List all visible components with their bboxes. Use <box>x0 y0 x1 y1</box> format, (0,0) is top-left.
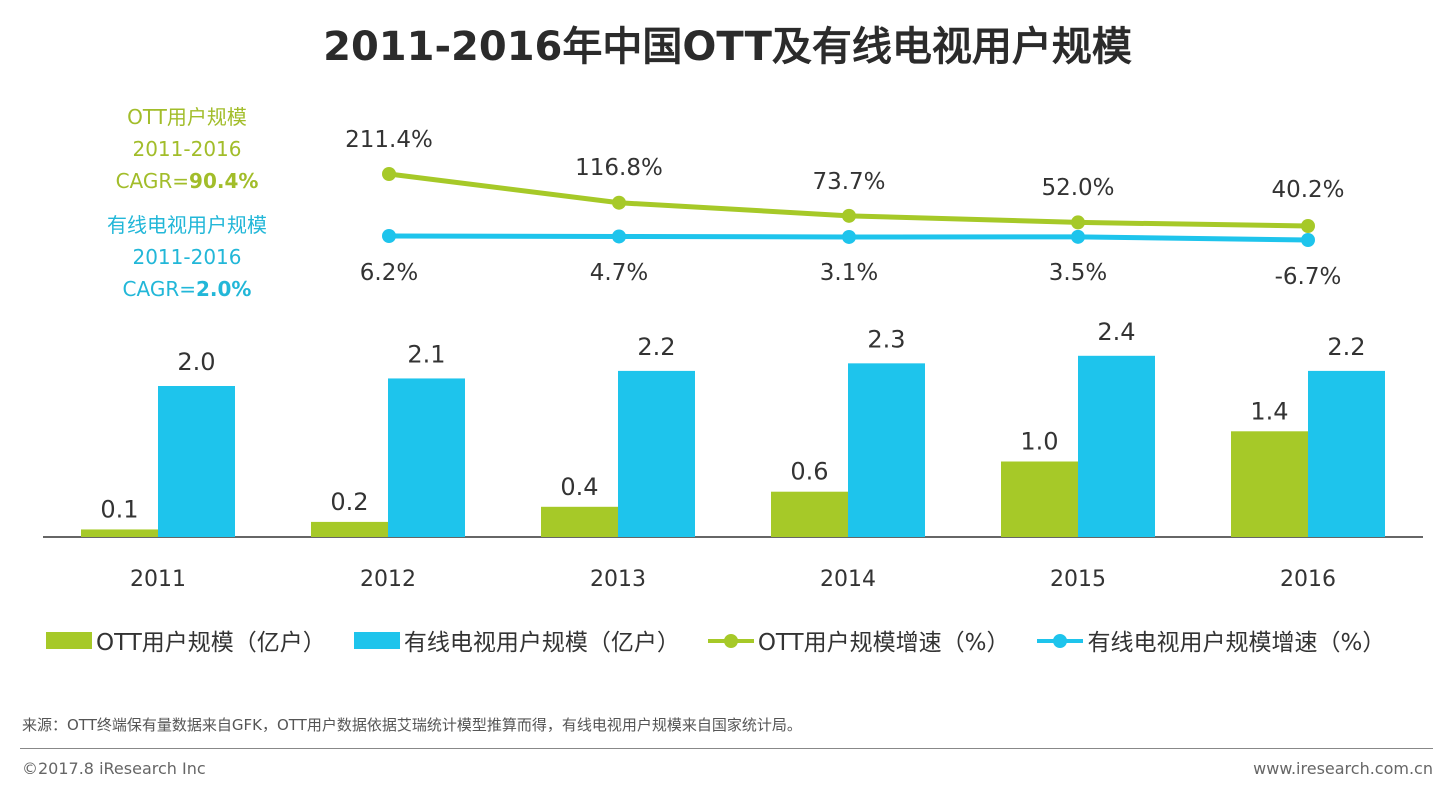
legend-cable-line: 有线电视用户规模增速（%） <box>1037 623 1385 657</box>
legend: OTT用户规模（亿户） 有线电视用户规模（亿户） OTT用户规模增速（%） 有线… <box>46 622 1413 658</box>
cagr-ott-period: 2011-2016 <box>132 137 242 161</box>
cagr-ott: OTT用户规模 2011-2016 CAGR=90.4% <box>72 101 302 197</box>
x-tick-label-2013: 2013 <box>590 567 646 592</box>
label-cable-growth-2014: 3.1% <box>820 260 878 286</box>
bar-ott-label-2014: 0.6 <box>790 458 828 486</box>
legend-ott-bar: OTT用户规模（亿户） <box>46 623 326 657</box>
label-cable-growth-2012: 6.2% <box>360 260 418 286</box>
label-ott-growth-2013: 116.8% <box>575 155 663 181</box>
cagr-cable-rate: CAGR=2.0% <box>122 277 252 301</box>
bar-ott-label-2015: 1.0 <box>1020 428 1058 456</box>
footer-divider <box>20 748 1433 749</box>
point-ott-growth-2015 <box>1071 215 1085 230</box>
legend-cable-bar-label: 有线电视用户规模（亿户） <box>403 630 680 656</box>
bar-cable-label-2012: 2.1 <box>407 340 445 368</box>
page-title: 2011-2016年中国OTT及有线电视用户规模 <box>323 24 1132 70</box>
legend-cable-line-swatch <box>1037 632 1084 649</box>
bar-ott-2013 <box>541 506 618 537</box>
website-link[interactable]: www.iresearch.com.cn <box>1253 759 1433 778</box>
copyright: ©2017.8 iResearch Inc <box>22 759 206 778</box>
legend-ott-line: OTT用户规模增速（%） <box>707 623 1010 657</box>
bar-cable-2015 <box>1078 355 1155 537</box>
cagr-cable-period: 2011-2016 <box>132 245 242 269</box>
legend-ott-line-label: OTT用户规模增速（%） <box>757 630 1010 656</box>
label-cable-growth-2013: 4.7% <box>590 260 648 286</box>
bar-cable-2016 <box>1308 370 1385 537</box>
bar-ott-2014 <box>771 491 848 537</box>
source-note: 来源：OTT终端保有量数据来自GFK，OTT用户数据依据艾瑞统计模型推算而得，有… <box>22 716 802 734</box>
bar-cable-label-2011: 2.0 <box>177 348 215 376</box>
bar-cable-label-2013: 2.2 <box>637 333 675 361</box>
bar-ott-label-2013: 0.4 <box>560 473 598 501</box>
label-ott-growth-2014: 73.7% <box>812 169 885 195</box>
legend-cable-line-label: 有线电视用户规模增速（%） <box>1087 630 1386 656</box>
point-cable-growth-2016 <box>1301 233 1315 247</box>
label-cable-growth-2016: -6.7% <box>1275 264 1342 290</box>
bar-ott-2016 <box>1231 431 1308 537</box>
bar-ott-label-2012: 0.2 <box>330 488 368 516</box>
cagr-ott-rate: CAGR=90.4% <box>115 169 259 193</box>
bar-ott-label-2011: 0.1 <box>100 495 138 523</box>
point-cable-growth-2012 <box>382 229 396 243</box>
chart: 0.1 2.0 2011 0.2 2.1 2012 0.4 2.2 2013 0.6 2.3 2014… <box>43 127 1423 592</box>
bar-cable-label-2016: 2.2 <box>1327 333 1365 361</box>
legend-ott-line-swatch <box>707 632 754 649</box>
label-ott-growth-2016: 40.2% <box>1271 177 1344 203</box>
label-cable-growth-2015: 3.5% <box>1049 260 1107 286</box>
bar-cable-2011 <box>158 386 235 537</box>
bar-ott-2015 <box>1001 461 1078 537</box>
bar-cable-2013 <box>618 370 695 537</box>
bar-cable-2014 <box>848 363 925 537</box>
cagr-cable-label: 有线电视用户规模 <box>107 213 267 237</box>
legend-ott-bar-label: OTT用户规模（亿户） <box>96 630 326 656</box>
bar-cable-label-2014: 2.3 <box>867 325 905 353</box>
label-ott-growth-2012: 211.4% <box>345 127 433 153</box>
bar-ott-2011 <box>81 529 158 537</box>
bar-cable-2012 <box>388 378 465 537</box>
bar-cable-label-2015: 2.4 <box>1097 318 1135 346</box>
bar-ott-label-2016: 1.4 <box>1250 397 1288 425</box>
point-cable-growth-2014 <box>842 229 856 244</box>
point-cable-growth-2015 <box>1071 229 1085 244</box>
point-ott-growth-2013 <box>612 195 626 210</box>
bar-ott-2012 <box>311 521 388 537</box>
legend-cable-bar: 有线电视用户规模（亿户） <box>353 623 680 657</box>
x-tick-label-2011: 2011 <box>130 567 186 592</box>
x-tick-label-2016: 2016 <box>1280 567 1336 592</box>
point-ott-growth-2016 <box>1301 219 1315 233</box>
x-tick-label-2015: 2015 <box>1050 567 1106 592</box>
point-ott-growth-2012 <box>382 167 396 181</box>
legend-cable-bar-swatch <box>353 631 400 649</box>
cagr-cable: 有线电视用户规模 2011-2016 CAGR=2.0% <box>72 209 302 305</box>
point-ott-growth-2014 <box>842 208 856 223</box>
point-cable-growth-2013 <box>612 229 626 244</box>
cagr-ott-label: OTT用户规模 <box>127 105 247 129</box>
x-tick-label-2012: 2012 <box>360 567 416 592</box>
label-ott-growth-2015: 52.0% <box>1041 175 1114 201</box>
legend-ott-bar-swatch <box>46 631 92 649</box>
x-tick-label-2014: 2014 <box>820 567 876 592</box>
